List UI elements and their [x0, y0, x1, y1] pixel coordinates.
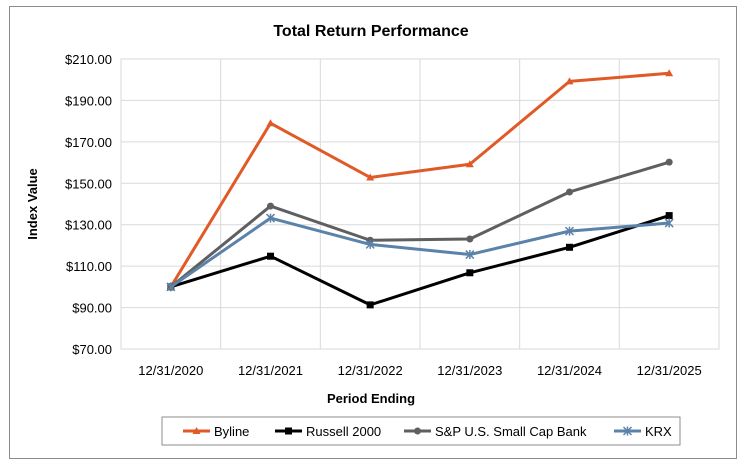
chart-frame: Total Return Performance $70.00 $90.00 $11…: [9, 6, 737, 459]
series-lines: [166, 69, 674, 309]
chart-title: Total Return Performance: [273, 23, 468, 40]
data-point: [465, 250, 475, 260]
x-tick-label: 12/31/2020: [138, 363, 203, 378]
x-tick-label: 12/31/2024: [537, 363, 602, 378]
x-axis-ticks: 12/31/2020 12/31/2021 12/31/2022 12/31/2023…: [138, 363, 701, 378]
series-line: [169, 160, 670, 289]
x-tick-label: 12/31/2025: [637, 363, 702, 378]
legend-entry: S&P U.S. Small Cap Bank: [404, 424, 587, 439]
data-point: [565, 77, 574, 85]
series-line: [170, 214, 670, 307]
data-point: [564, 226, 575, 236]
data-point: [265, 213, 276, 223]
y-tick-label: $150.00: [65, 176, 112, 191]
legend: Byline Russell 2000 S&P U.S. Small Cap Ban…: [183, 424, 672, 439]
legend-entry: Russell 2000: [275, 424, 381, 439]
y-axis-title: Index Value: [25, 168, 40, 240]
data-point: [166, 282, 176, 292]
legend-marker: [285, 427, 292, 435]
y-tick-label: $190.00: [65, 93, 112, 108]
data-point: [366, 301, 374, 309]
data-point: [466, 269, 474, 277]
series-line: [169, 71, 670, 288]
legend-label: Byline: [214, 424, 249, 439]
data-point: [466, 235, 474, 243]
data-point: [465, 160, 474, 168]
legend-marker: [192, 427, 201, 434]
x-tick-label: 12/31/2023: [437, 363, 502, 378]
data-point: [665, 69, 674, 77]
data-point: [365, 239, 375, 249]
y-tick-label: $70.00: [72, 342, 112, 357]
gridlines: [121, 58, 719, 349]
y-tick-label: $210.00: [65, 52, 112, 67]
legend-marker: [622, 426, 633, 436]
legend-label: S&P U.S. Small Cap Bank: [435, 424, 587, 439]
x-axis-title: Period Ending: [327, 391, 415, 406]
data-point: [267, 202, 274, 210]
data-point: [266, 119, 275, 127]
series-line: [169, 216, 670, 289]
x-tick-label: 12/31/2021: [238, 363, 303, 378]
legend-label: KRX: [645, 424, 672, 439]
data-point: [366, 173, 375, 181]
series-krx: [166, 213, 674, 292]
data-point: [664, 218, 674, 228]
legend-label: Russell 2000: [306, 424, 381, 439]
y-tick-label: $170.00: [65, 135, 112, 150]
legend-entry: Byline: [183, 424, 249, 439]
legend-entry: KRX: [614, 424, 672, 439]
x-tick-label: 12/31/2022: [338, 363, 403, 378]
legend-box: [161, 416, 681, 446]
data-point: [665, 212, 673, 220]
y-tick-label: $90.00: [72, 301, 112, 316]
legend-marker: [414, 427, 421, 435]
y-axis-ticks: $70.00 $90.00 $110.00 $130.00 $150.00 $170.00…: [65, 52, 112, 357]
data-point: [566, 188, 573, 196]
y-tick-label: $130.00: [65, 218, 112, 233]
data-point: [267, 252, 274, 260]
data-point: [566, 243, 573, 251]
chart-canvas: Total Return Performance $70.00 $90.00 $11…: [25, 23, 720, 446]
data-point: [665, 158, 673, 166]
y-tick-label: $110.00: [66, 259, 112, 274]
